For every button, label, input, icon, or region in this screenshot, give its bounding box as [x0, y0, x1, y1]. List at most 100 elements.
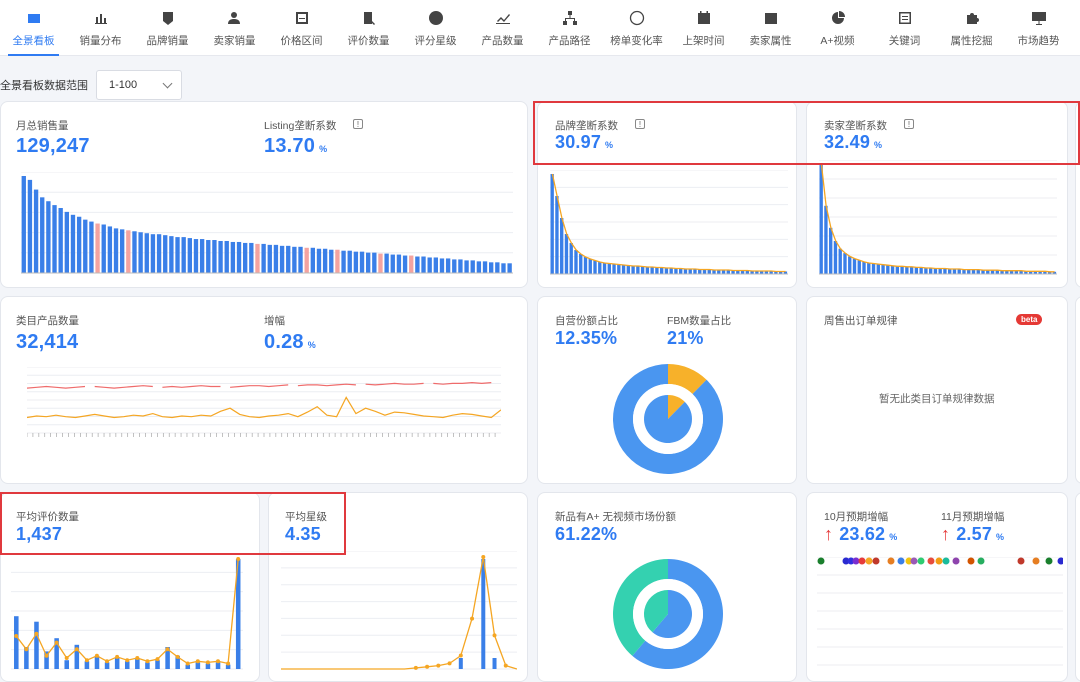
self-share-label: 自营份额占比 [555, 315, 618, 327]
inner-pie-slice [644, 395, 692, 443]
forecast-dot [1017, 557, 1025, 565]
bar [824, 205, 828, 274]
bar [579, 254, 583, 274]
trend-point [155, 657, 160, 662]
hierarchy-icon [562, 10, 578, 26]
trend-point [14, 634, 19, 638]
tab-review-search[interactable]: 评价数量 [335, 0, 402, 56]
star-icon [428, 10, 444, 26]
bar [132, 231, 137, 273]
bar [384, 253, 389, 273]
keyword-icon [897, 10, 913, 26]
bar [843, 253, 847, 274]
rating-curve [281, 556, 517, 670]
bar [905, 266, 909, 274]
bar [693, 269, 697, 274]
forecast-dot [927, 557, 935, 565]
bar [919, 267, 923, 274]
tab-rate-change[interactable]: 榜单变化率 [603, 0, 670, 56]
aplus-share-donut [613, 559, 723, 669]
bar [409, 255, 414, 273]
bar [138, 232, 143, 273]
bar [602, 263, 607, 274]
bar [871, 263, 876, 274]
bar [114, 658, 120, 669]
tab-presentation[interactable]: 市场趋势 [1005, 0, 1072, 56]
bar [560, 218, 564, 274]
bar [750, 271, 754, 274]
tab-pie[interactable]: A+视频 [804, 0, 871, 56]
bar [156, 234, 162, 273]
oct-growth-value: ↑ 23.62% [824, 524, 897, 545]
forecast-dot [1045, 557, 1053, 565]
bar [155, 660, 160, 669]
tab-dashboard[interactable]: 全景看板 [0, 0, 67, 56]
bar [976, 269, 980, 274]
bar [957, 269, 961, 274]
tab-bar-chart[interactable]: 销量分布 [67, 0, 134, 56]
avg-rating-chart [281, 551, 517, 670]
brand-monopoly-value: 30.97% [555, 132, 613, 153]
bar [150, 234, 156, 273]
bar [243, 242, 248, 273]
growth-number: 0.28 [264, 331, 304, 353]
info-icon[interactable]: ! [353, 119, 363, 129]
trend-point [64, 656, 69, 660]
bar [224, 240, 229, 273]
fbm-share-value: 21% [667, 328, 704, 348]
bar [366, 252, 371, 273]
tab-keyword[interactable]: 关键词 [871, 0, 938, 56]
trend-line-icon [495, 10, 511, 26]
tab-price-range[interactable]: 价格区间 [268, 0, 335, 56]
bar [481, 559, 486, 669]
fbm-share-label: FBM数量占比 [667, 315, 732, 327]
bar [717, 270, 721, 274]
forecast-dot [858, 557, 866, 565]
trend-point [24, 647, 29, 652]
top-nav: 全景看板 销量分布 品牌销量 卖家销量 价格区间 评价数量 评分星级 产品数量 产品路径 榜单变化… [0, 0, 1080, 56]
bar [895, 266, 900, 274]
bar [107, 226, 113, 273]
self-share-value: 12.35% [555, 328, 618, 348]
bar [74, 644, 80, 669]
presentation-icon [1031, 10, 1047, 26]
rating-point [503, 663, 508, 668]
bar [574, 250, 578, 274]
bar [778, 271, 783, 274]
brand-monopoly-label: 品牌垄断系数 [555, 120, 618, 132]
tab-more[interactable]: 产品 [1072, 0, 1080, 56]
range-select[interactable]: 1-100 [96, 70, 182, 100]
info-icon[interactable]: ! [904, 119, 914, 129]
donut-slice [613, 364, 723, 474]
bar [187, 238, 192, 273]
bar [952, 269, 957, 274]
tab-store[interactable]: 卖家属性 [737, 0, 804, 56]
tab-seller[interactable]: 卖家销量 [201, 0, 268, 56]
trend-point [165, 647, 170, 652]
oct-growth-number: 23.62 [839, 524, 886, 544]
tab-hierarchy[interactable]: 产品路径 [536, 0, 603, 56]
bar [659, 267, 664, 274]
bar [1047, 271, 1052, 274]
tab-brand-badge[interactable]: 品牌销量 [134, 0, 201, 56]
trend-point [135, 656, 140, 660]
tab-puzzle[interactable]: 属性挖掘 [938, 0, 1005, 56]
tab-label: 销量分布 [79, 35, 122, 47]
bar [225, 664, 231, 669]
bar [46, 201, 51, 273]
bar [564, 234, 569, 274]
tab-calendar[interactable]: 上架时间 [670, 0, 737, 56]
bar [938, 268, 942, 274]
info-icon[interactable]: ! [635, 119, 645, 129]
bar [427, 257, 432, 273]
bar [731, 270, 735, 274]
tab-star[interactable]: 评分星级 [402, 0, 469, 56]
bar [1043, 271, 1047, 274]
bar [1019, 270, 1023, 274]
trend-point [105, 659, 109, 664]
bar [593, 260, 597, 274]
seller-icon [227, 10, 243, 26]
tab-label: 卖家属性 [749, 35, 792, 47]
bar [640, 266, 645, 274]
tab-trend-line[interactable]: 产品数量 [469, 0, 536, 56]
